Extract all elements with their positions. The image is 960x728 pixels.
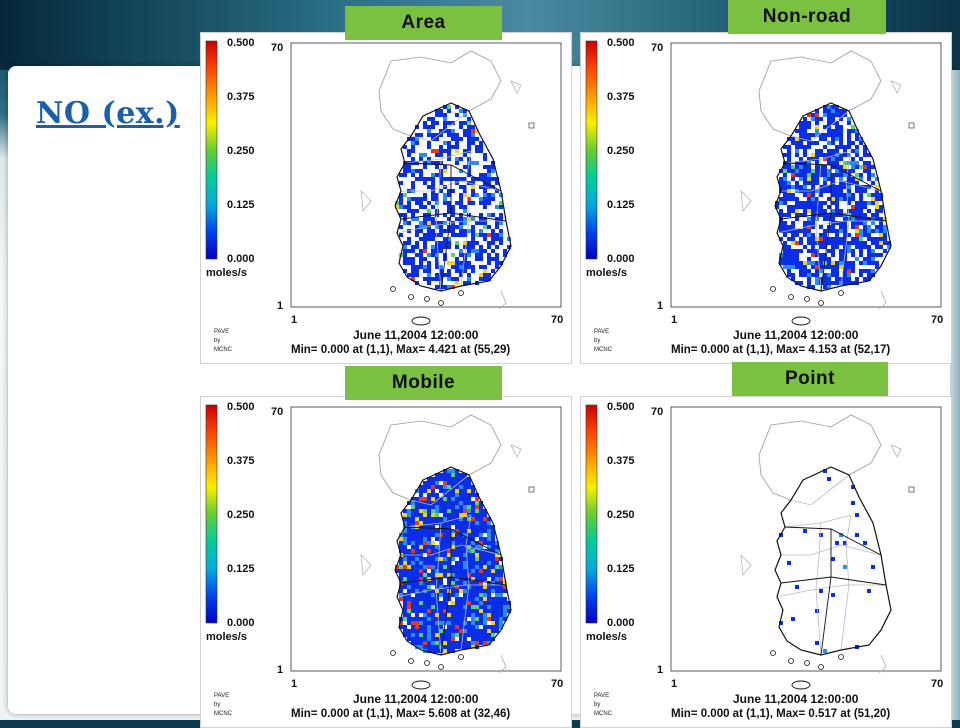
map-timestamp: June 11,2004 12:00:00 — [733, 328, 859, 342]
slide-title: NO (ex.) — [36, 96, 180, 131]
axis-y-max: 70 — [271, 406, 283, 418]
map-timestamp: June 11,2004 12:00:00 — [733, 692, 859, 706]
axis-x-max: 70 — [551, 314, 563, 326]
colorbar-unit: moles/s — [206, 631, 247, 643]
axis-x-min: 1 — [671, 678, 677, 690]
colorbar-unit: moles/s — [206, 267, 247, 279]
colorbar — [205, 404, 218, 624]
colorbar-tick-label: 0.125 — [607, 563, 635, 575]
pave-credit-text: MCNC — [214, 711, 233, 717]
map-figure: 0.500 0.375 0.250 0.125 0.000 moles/s 70 11 70 PA… — [585, 37, 943, 356]
colorbar-tick-label: 0.375 — [607, 455, 635, 467]
map-panel-non-road: 0.500 0.375 0.250 0.125 0.000 moles/s 70 1 1 70 PA… — [580, 32, 952, 364]
pave-credit-text: by — [214, 338, 220, 344]
pave-credit-text: PAVE — [594, 693, 609, 699]
map-timestamp: June 11,2004 12:00:00 — [353, 692, 479, 706]
colorbar-tick-label: 0.125 — [227, 199, 255, 211]
axis-y-min: 1 — [657, 664, 663, 676]
korea-map — [740, 50, 915, 326]
pave-credit-text: MCNC — [594, 711, 613, 717]
map-timestamp: June 11,2004 12:00:00 — [353, 328, 479, 342]
colorbar-unit: moles/s — [586, 631, 627, 643]
map-panel-area: 0.500 0.375 0.250 0.125 0.000 moles/s 70 1 1 70 PA… — [200, 32, 572, 364]
pave-credit-text: MCNC — [594, 347, 613, 353]
pave-credit-text: MCNC — [214, 347, 233, 353]
axis-y-max: 70 — [651, 406, 663, 418]
colorbar-tick-label: 0.000 — [607, 617, 635, 629]
panel-label-non-road: Non-road — [728, 0, 886, 34]
colorbar-tick-label: 0.250 — [227, 509, 255, 521]
colorbar-tick-label: 0.250 — [607, 145, 635, 157]
colorbar-tick-label: 0.000 — [227, 617, 255, 629]
pave-credit-text: by — [594, 338, 600, 344]
colorbar-tick-label: 0.500 — [227, 401, 255, 413]
map-panel-mobile: 0.500 0.375 0.250 0.125 0.000 moles/s 70 1 1 70 PA… — [200, 396, 572, 728]
map-minmax: Min= 0.000 at (1,1), Max= 4.153 at (52,1… — [671, 344, 890, 356]
axis-y-min: 1 — [277, 664, 283, 676]
panel-label-mobile: Mobile — [345, 366, 502, 400]
colorbar-tick-label: 0.125 — [227, 563, 255, 575]
colorbar-tick-label: 0.125 — [607, 199, 635, 211]
pave-credit-text: PAVE — [594, 329, 609, 335]
map-minmax: Min= 0.000 at (1,1), Max= 4.421 at (55,2… — [291, 344, 510, 356]
colorbar-tick-label: 0.000 — [227, 253, 255, 265]
colorbar-tick-label: 0.000 — [607, 253, 635, 265]
axis-x-min: 1 — [291, 314, 297, 326]
korea-map — [740, 414, 915, 690]
colorbar-tick-label: 0.250 — [227, 145, 255, 157]
axis-y-max: 70 — [271, 42, 283, 54]
axis-y-max: 70 — [651, 42, 663, 54]
colorbar-tick-label: 0.375 — [227, 455, 255, 467]
pave-credit-text: by — [214, 702, 220, 708]
map-figure: 0.500 0.375 0.250 0.125 0.000 moles/s 70 11 70 PA… — [205, 37, 563, 356]
colorbar-tick-label: 0.250 — [607, 509, 635, 521]
korea-map — [360, 414, 535, 690]
map-figure: 0.500 0.375 0.250 0.125 0.000 moles/s 70 11 70 PA… — [585, 401, 943, 720]
axis-x-min: 1 — [291, 678, 297, 690]
colorbar-tick-label: 0.500 — [227, 37, 255, 49]
colorbar-tick-label: 0.500 — [607, 37, 635, 49]
axis-y-min: 1 — [657, 300, 663, 312]
axis-x-max: 70 — [551, 678, 563, 690]
slide-side-bar — [950, 70, 960, 720]
colorbar — [585, 404, 598, 624]
axis-x-max: 70 — [931, 678, 943, 690]
axis-y-min: 1 — [277, 300, 283, 312]
pave-credit-text: by — [594, 702, 600, 708]
axis-x-max: 70 — [931, 314, 943, 326]
pave-credit-text: PAVE — [214, 693, 229, 699]
map-panel-point: 0.500 0.375 0.250 0.125 0.000 moles/s 70 1 1 70 PA… — [580, 396, 952, 728]
pave-credit-text: PAVE — [214, 329, 229, 335]
colorbar-tick-label: 0.375 — [227, 91, 255, 103]
plot-frame — [670, 406, 942, 672]
map-minmax: Min= 0.000 at (1,1), Max= 5.608 at (32,4… — [291, 708, 510, 720]
colorbar — [205, 40, 218, 260]
panel-label-area: Area — [345, 6, 502, 40]
plot-frame — [290, 42, 562, 308]
korea-map — [360, 50, 535, 326]
map-figure: 0.500 0.375 0.250 0.125 0.000 moles/s 70 11 70 PA… — [205, 401, 563, 720]
map-minmax: Min= 0.000 at (1,1), Max= 0.517 at (51,2… — [671, 708, 890, 720]
colorbar-tick-label: 0.500 — [607, 401, 635, 413]
colorbar-unit: moles/s — [586, 267, 627, 279]
axis-x-min: 1 — [671, 314, 677, 326]
colorbar — [585, 40, 598, 260]
colorbar-tick-label: 0.375 — [607, 91, 635, 103]
panel-label-point: Point — [732, 362, 888, 396]
